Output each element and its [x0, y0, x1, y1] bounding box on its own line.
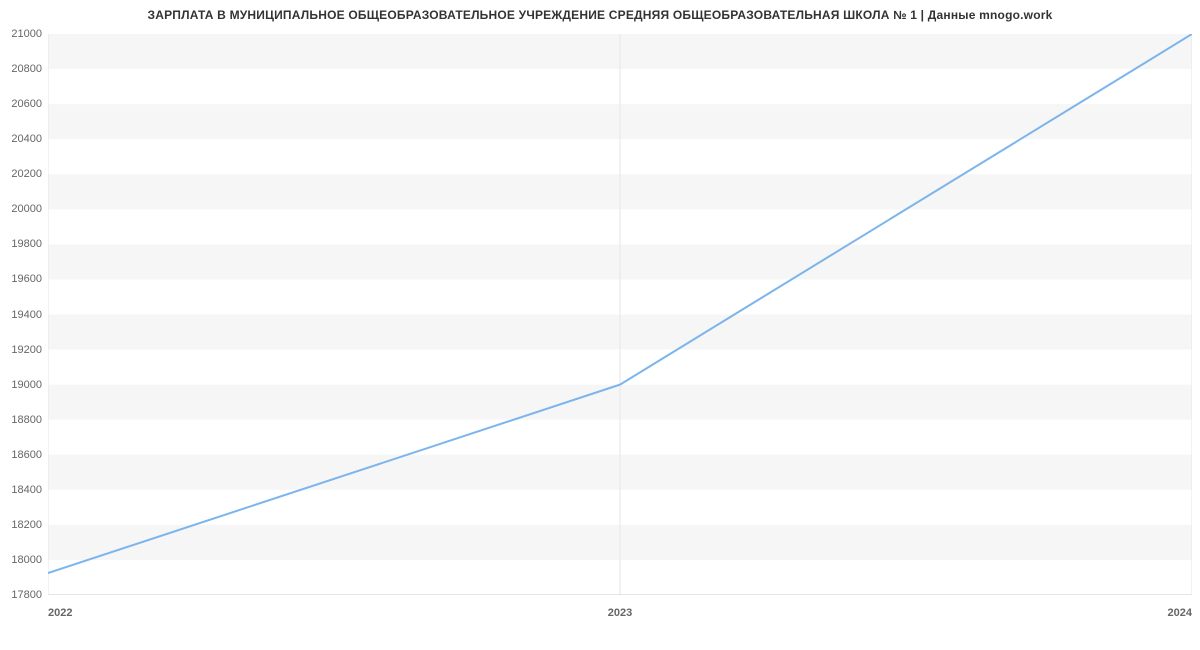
- y-tick-label: 19000: [2, 379, 42, 391]
- y-tick-label: 19600: [2, 273, 42, 285]
- y-tick-label: 17800: [2, 589, 42, 601]
- y-tick-label: 20200: [2, 168, 42, 180]
- y-tick-label: 18600: [2, 449, 42, 461]
- y-tick-label: 18800: [2, 414, 42, 426]
- y-tick-label: 19400: [2, 309, 42, 321]
- chart-container: ЗАРПЛАТА В МУНИЦИПАЛЬНОЕ ОБЩЕОБРАЗОВАТЕЛ…: [0, 0, 1200, 650]
- y-tick-label: 21000: [2, 28, 42, 40]
- chart-svg: [48, 34, 1192, 595]
- y-tick-label: 19800: [2, 238, 42, 250]
- y-tick-label: 20000: [2, 203, 42, 215]
- y-tick-label: 19200: [2, 344, 42, 356]
- y-tick-label: 20400: [2, 133, 42, 145]
- x-tick-label: 2023: [608, 607, 632, 619]
- y-tick-label: 18200: [2, 519, 42, 531]
- y-tick-label: 18400: [2, 484, 42, 496]
- chart-title: ЗАРПЛАТА В МУНИЦИПАЛЬНОЕ ОБЩЕОБРАЗОВАТЕЛ…: [0, 8, 1200, 22]
- x-tick-label: 2024: [1168, 607, 1192, 619]
- y-tick-label: 18000: [2, 554, 42, 566]
- x-tick-label: 2022: [48, 607, 72, 619]
- y-tick-label: 20800: [2, 63, 42, 75]
- plot-area: [48, 34, 1192, 595]
- y-tick-label: 20600: [2, 98, 42, 110]
